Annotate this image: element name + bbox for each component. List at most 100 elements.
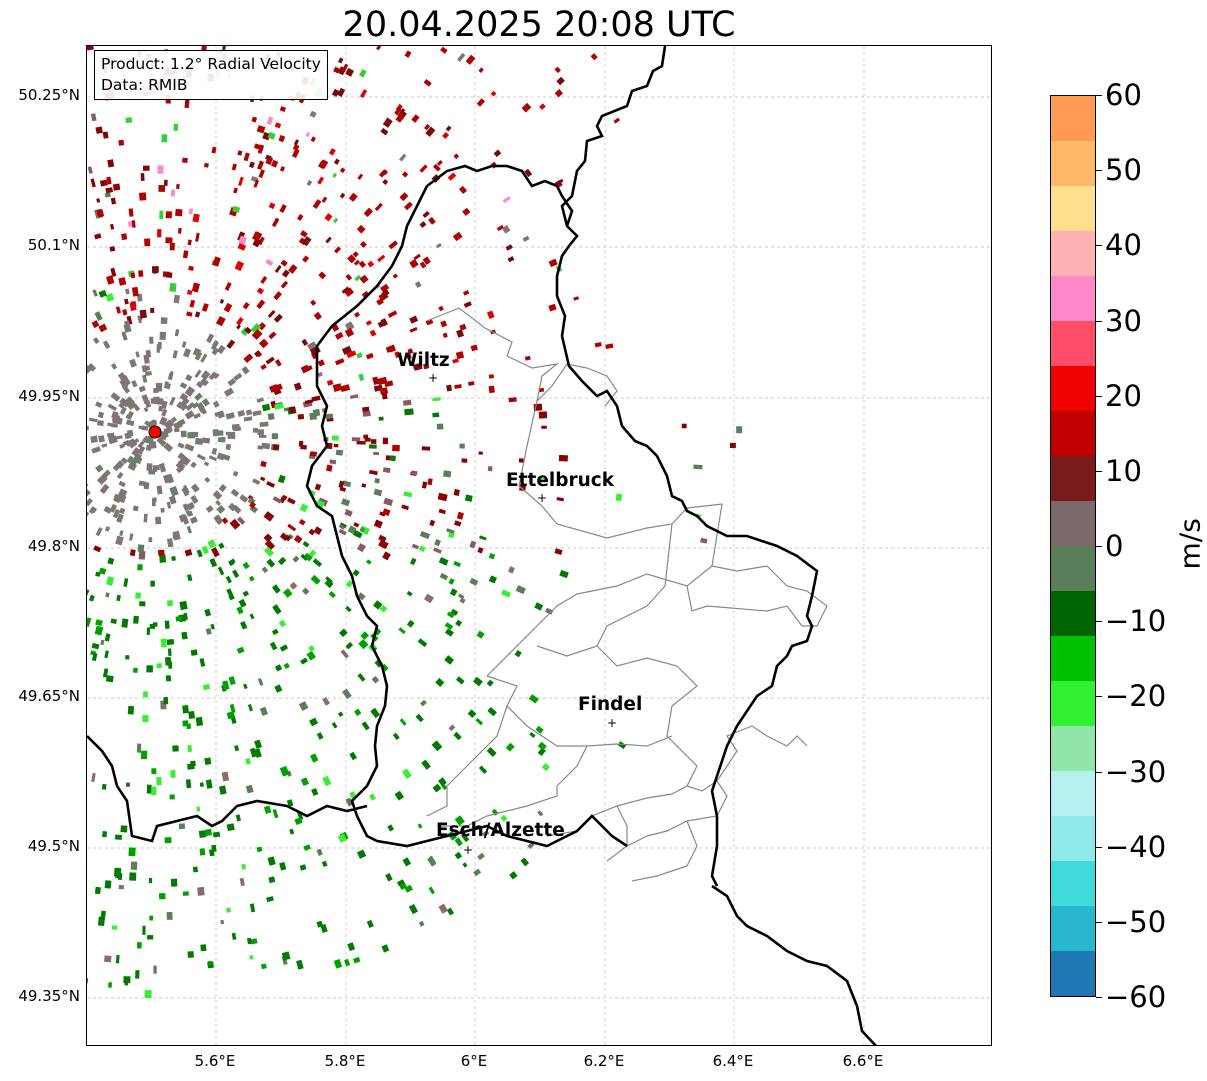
echo-pixel xyxy=(463,301,472,308)
echo-pixel xyxy=(401,171,409,178)
country-border xyxy=(87,46,877,1045)
echo-pixel xyxy=(177,418,186,427)
echo-pixel xyxy=(166,538,174,548)
y-tick-label: 49.65°N xyxy=(18,687,80,705)
echo-pixel xyxy=(186,311,193,317)
echo-pixel xyxy=(456,511,464,520)
echo-pixel xyxy=(605,343,614,350)
echo-pixel xyxy=(237,243,247,251)
echo-pixel xyxy=(243,416,253,422)
echo-pixel xyxy=(434,539,441,547)
echo-pixel xyxy=(487,466,493,472)
echo-pixel xyxy=(267,309,276,319)
echo-pixel xyxy=(250,322,262,334)
echo-pixel xyxy=(352,251,359,258)
echo-pixel xyxy=(432,412,440,418)
echo-pixel xyxy=(351,437,361,442)
echo-pixel xyxy=(310,574,321,585)
echo-pixel xyxy=(554,89,564,98)
echo-pixel xyxy=(237,410,246,417)
echo-pixel xyxy=(376,46,383,51)
echo-pixel xyxy=(339,628,348,638)
echo-pixel xyxy=(615,493,623,502)
echo-pixel xyxy=(146,627,150,635)
echo-pixel xyxy=(363,207,373,218)
echo-pixel xyxy=(258,434,267,438)
echo-pixel xyxy=(131,286,139,297)
echo-pixel xyxy=(411,114,420,123)
echo-pixel xyxy=(617,741,627,750)
echo-pixel xyxy=(360,240,367,248)
echo-pixel xyxy=(194,311,201,318)
echo-pixel xyxy=(245,784,254,794)
echo-pixel xyxy=(170,416,178,423)
echo-pixel xyxy=(110,267,117,277)
echo-pixel xyxy=(135,970,140,979)
echo-pixel xyxy=(432,397,441,402)
echo-pixel xyxy=(99,179,108,187)
map-panel[interactable]: + + + + xyxy=(86,45,992,1046)
echo-pixel xyxy=(146,784,152,794)
echo-pixel xyxy=(268,331,277,340)
echo-pixel xyxy=(418,920,425,927)
echo-pixel xyxy=(185,402,196,411)
echo-pixel xyxy=(392,444,400,452)
echo-pixel xyxy=(302,541,310,548)
echo-pixel xyxy=(100,639,105,646)
echo-pixel xyxy=(252,231,262,242)
echo-pixel xyxy=(245,758,251,765)
colorbar-unit-label: m/s xyxy=(1173,518,1207,570)
echo-pixel xyxy=(286,497,296,505)
echo-pixel xyxy=(324,579,334,589)
echo-pixel xyxy=(345,641,354,650)
echo-pixel xyxy=(263,511,275,522)
echo-pixel xyxy=(287,523,297,532)
echo-pixel xyxy=(382,179,389,185)
chart-title: 20.04.2025 20:08 UTC xyxy=(342,5,736,45)
echo-pixel xyxy=(143,482,150,490)
echo-pixel xyxy=(507,256,515,263)
echo-pixel xyxy=(169,282,177,292)
echo-pixel xyxy=(472,676,483,687)
echo-pixel xyxy=(184,410,195,420)
echo-pixel xyxy=(339,167,346,174)
echo-pixel xyxy=(488,385,495,394)
echo-pixel xyxy=(257,678,264,686)
echo-pixel xyxy=(126,419,134,426)
echo-pixel xyxy=(192,213,200,223)
echo-pixel xyxy=(89,506,98,514)
echo-pixel xyxy=(461,833,470,843)
echo-pixel xyxy=(133,615,139,624)
echo-pixel xyxy=(362,411,371,417)
radar-site-marker[interactable] xyxy=(148,425,162,439)
echo-pixel xyxy=(112,508,121,519)
echo-pixel xyxy=(166,600,174,607)
echo-pixel xyxy=(415,713,424,723)
echo-pixel xyxy=(408,904,418,915)
echo-pixel xyxy=(357,592,366,601)
echo-pixel xyxy=(150,307,155,313)
echo-pixel xyxy=(332,383,343,392)
echo-pixel xyxy=(167,648,172,657)
echo-pixel xyxy=(344,287,354,297)
echo-pixel xyxy=(215,315,226,327)
echo-pixel xyxy=(459,597,466,604)
echo-pixel xyxy=(239,877,245,887)
echo-pixel xyxy=(312,199,322,209)
echo-pixel xyxy=(444,622,454,630)
echo-pixel xyxy=(208,371,218,381)
echo-pixel xyxy=(187,239,192,246)
echo-pixel xyxy=(220,919,225,925)
echo-pixel xyxy=(221,680,230,691)
echo-pixel xyxy=(131,220,136,228)
echo-pixel xyxy=(140,173,145,181)
echo-pixel xyxy=(555,178,564,186)
echo-pixel xyxy=(381,944,390,953)
echo-pixel xyxy=(181,487,190,497)
echo-pixel xyxy=(160,317,168,325)
echo-pixel xyxy=(469,577,479,586)
echo-pixel xyxy=(231,163,237,171)
echo-pixel xyxy=(306,179,313,187)
echo-pixel xyxy=(128,221,133,227)
echo-pixel xyxy=(508,397,517,403)
